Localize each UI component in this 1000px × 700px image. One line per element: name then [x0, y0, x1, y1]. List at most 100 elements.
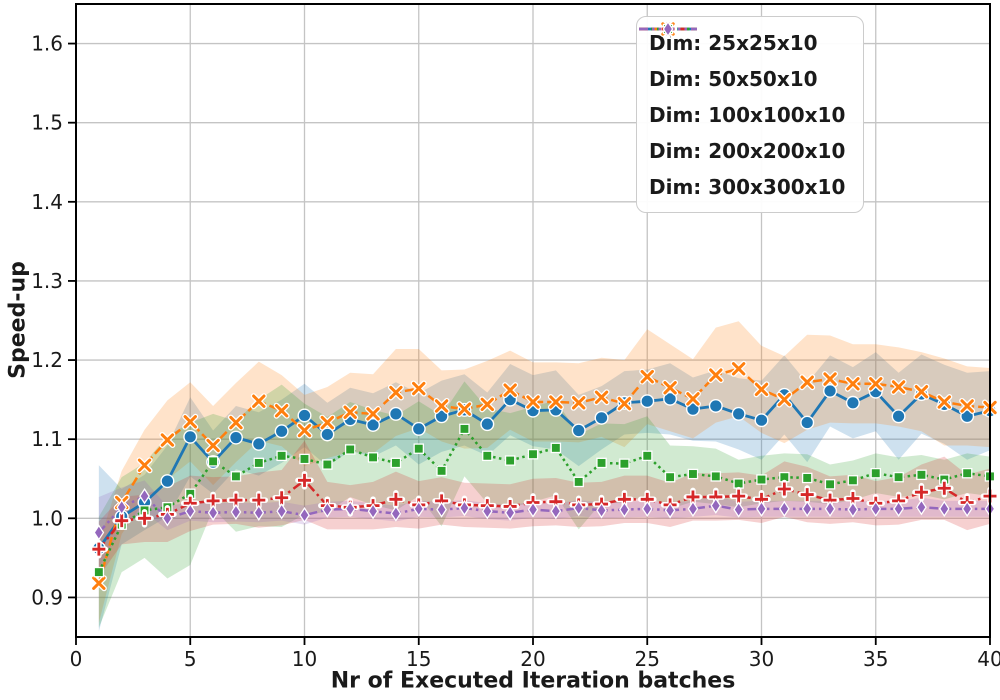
plus-marker [272, 488, 291, 508]
plus-marker [249, 490, 269, 510]
marker-group [93, 487, 996, 541]
diamond-marker [801, 500, 813, 518]
legend-entry: Dim: 200x200x10 [639, 19, 846, 167]
circle-marker [228, 430, 243, 445]
x-tick-label: 30 [749, 647, 774, 671]
diamond-marker [344, 500, 356, 518]
x-marker [570, 394, 587, 411]
x-marker [296, 422, 313, 439]
diamond-marker [93, 524, 105, 541]
x-marker [799, 374, 816, 391]
x-marker [479, 396, 496, 413]
plus-marker [934, 478, 954, 498]
x-marker [890, 378, 907, 395]
plus-marker [112, 511, 131, 530]
x-marker [90, 575, 107, 592]
diamond-marker [870, 500, 882, 518]
circle-marker [845, 395, 860, 410]
legend-label: Dim: 300x300x10 [649, 174, 846, 199]
circle-marker [571, 423, 586, 438]
square-marker [733, 478, 744, 489]
square-marker [710, 471, 722, 482]
circle-marker [366, 417, 381, 432]
legend-label: Dim: 200x200x10 [649, 138, 846, 163]
y-tick-label: 1.4 [31, 190, 63, 214]
y-tick-label: 1.1 [31, 427, 63, 451]
x-marker [547, 393, 564, 410]
square-marker [756, 474, 767, 485]
square-marker [824, 479, 836, 490]
diamond-marker [756, 500, 767, 518]
square-marker [961, 467, 973, 479]
x-marker [525, 393, 541, 410]
circle-marker [274, 424, 289, 439]
diamond-marker [162, 510, 173, 527]
x-tick-label: 20 [520, 647, 545, 671]
x-tick-label: 35 [863, 647, 888, 671]
square-marker [642, 450, 653, 462]
circle-marker [320, 427, 335, 442]
diamond-marker [276, 503, 288, 520]
circle-marker [708, 398, 723, 413]
x-marker [776, 391, 793, 408]
x-marker [182, 413, 199, 430]
diamond-marker [299, 506, 310, 524]
x-marker [250, 393, 267, 410]
square-marker [207, 456, 219, 467]
diamond-marker [550, 503, 562, 520]
square-marker [527, 448, 539, 460]
legend: Dim: 25x25x10 Dim: 50x50x10 Dim: 100x100x1… [636, 16, 865, 213]
square-marker [436, 465, 447, 477]
x-marker [502, 382, 519, 399]
plus-marker [89, 539, 109, 559]
diamond-marker [710, 497, 722, 514]
square-marker [482, 450, 493, 462]
x-marker [387, 384, 404, 401]
x-axis-label: Nr of Executed Iteration batches [330, 668, 736, 694]
circle-marker [731, 406, 746, 421]
diamond-marker [504, 504, 516, 521]
square-marker [276, 450, 287, 462]
square-marker [916, 469, 927, 481]
circle-marker [640, 394, 655, 409]
x-tick-label: 25 [635, 647, 660, 671]
y-tick-label: 1.6 [31, 32, 63, 56]
y-tick-label: 1.5 [31, 111, 63, 135]
circle-marker [480, 417, 495, 432]
diamond-marker [527, 501, 539, 518]
x-marker [365, 405, 382, 422]
x-marker [227, 414, 244, 431]
circle-marker [411, 421, 426, 436]
x-marker [639, 368, 656, 385]
y-axis-label: Speed-up [5, 261, 31, 379]
data-line [97, 478, 991, 550]
plus-marker [386, 490, 406, 509]
diamond-marker [847, 501, 859, 518]
diamond-marker [938, 500, 950, 518]
diamond-marker [481, 503, 493, 520]
x-marker [616, 395, 633, 412]
square-marker [459, 423, 470, 435]
legend-entry: Dim: 50x50x10 [639, 21, 845, 95]
diamond-marker [961, 500, 973, 518]
plus-marker [135, 509, 154, 528]
square-marker [801, 472, 813, 484]
diamond-marker [893, 500, 904, 518]
x-tick-label: 15 [406, 647, 431, 671]
x-marker [593, 389, 610, 406]
diamond-marker [436, 501, 447, 518]
diamond-marker [253, 504, 265, 521]
x-marker [136, 457, 153, 474]
square-marker [847, 475, 859, 486]
square-marker [367, 452, 379, 463]
diamond-marker [733, 501, 745, 518]
x-marker [273, 402, 290, 419]
circle-marker [891, 409, 906, 424]
y-tick-label: 0.9 [31, 585, 63, 609]
square-marker [573, 476, 584, 488]
legend-label: Dim: 100x100x10 [649, 102, 846, 127]
x-tick-label: 40 [977, 647, 1000, 671]
diamond-marker [573, 499, 585, 517]
confidence-band [98, 381, 991, 628]
x-marker [913, 383, 930, 400]
